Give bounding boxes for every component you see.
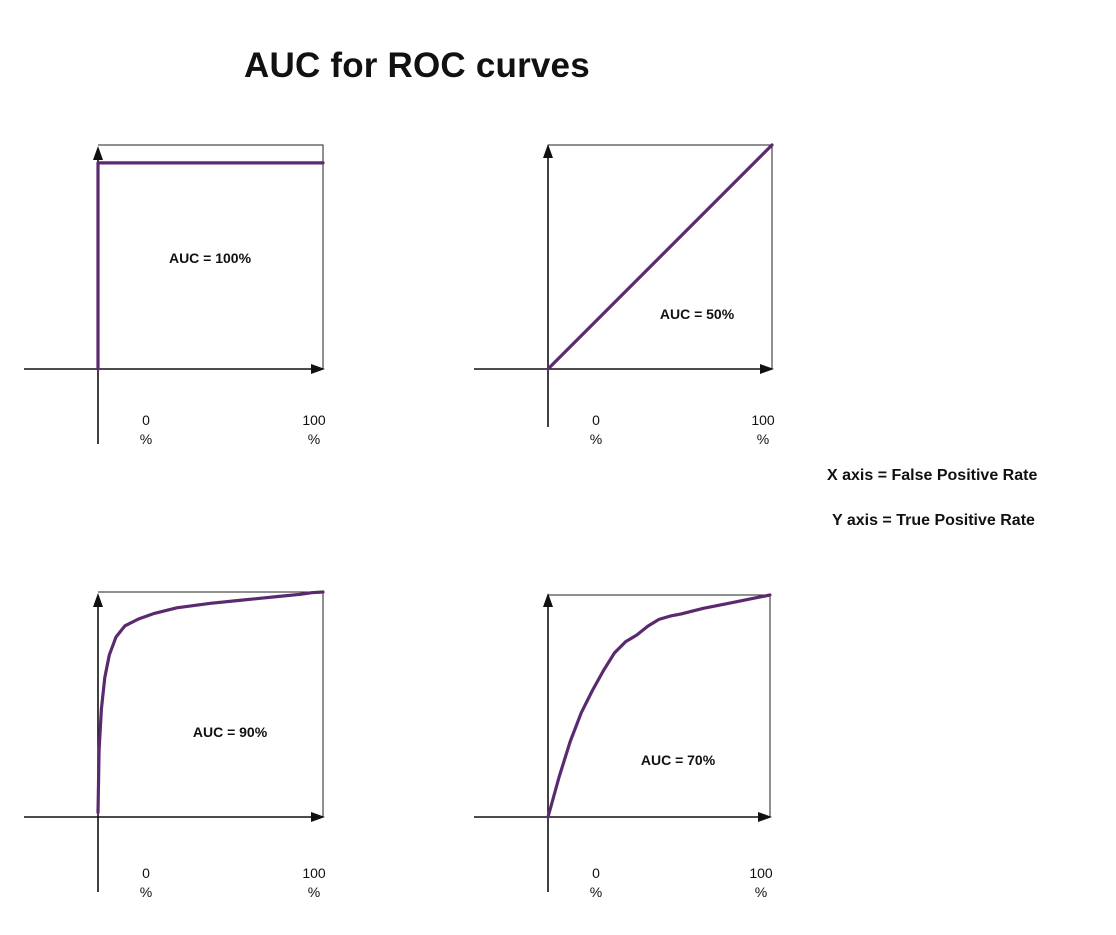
roc-curve xyxy=(546,143,774,371)
x-tick-label: 100 xyxy=(749,865,773,881)
x-tick-label: 100 xyxy=(302,865,326,881)
x-tick-label: 0 xyxy=(142,865,150,881)
auc-label: AUC = 70% xyxy=(641,752,716,768)
roc-panel-2: AUC = 50% 0% 100% xyxy=(474,143,775,447)
plot-frame xyxy=(98,144,324,369)
x-tick-label: 100 xyxy=(302,412,326,428)
x-axis-arrow xyxy=(758,812,772,822)
page-title: AUC for ROC curves xyxy=(244,46,590,85)
auc-label: AUC = 90% xyxy=(193,724,268,740)
roc-panel-1: AUC = 100% 0% 100% xyxy=(24,144,326,447)
y-axis-arrow xyxy=(543,593,553,607)
x-tick-unit: % xyxy=(308,884,320,900)
y-axis-note: Y axis = True Positive Rate xyxy=(832,512,1035,529)
x-axis-arrow xyxy=(760,364,774,374)
x-tick-label: 100 xyxy=(751,412,775,428)
y-axis-arrow xyxy=(93,146,103,160)
roc-panel-4: AUC = 70% 0% 100% xyxy=(474,593,773,900)
x-tick-unit: % xyxy=(308,431,320,447)
auc-label: AUC = 50% xyxy=(660,306,735,322)
x-tick-unit: % xyxy=(755,884,767,900)
x-axis-note: X axis = False Positive Rate xyxy=(827,467,1038,484)
x-tick-unit: % xyxy=(757,431,769,447)
auc-label: AUC = 100% xyxy=(169,250,252,266)
plot-frame xyxy=(548,594,771,817)
x-tick-unit: % xyxy=(590,884,602,900)
x-axis-arrow xyxy=(311,812,325,822)
x-tick-unit: % xyxy=(140,884,152,900)
x-tick-label: 0 xyxy=(592,865,600,881)
plot-frame xyxy=(98,591,324,817)
x-axis-arrow xyxy=(311,364,325,374)
roc-panel-3: AUC = 90% 0% 100% xyxy=(24,590,326,900)
x-tick-unit: % xyxy=(140,431,152,447)
y-axis-arrow xyxy=(543,144,553,158)
roc-curve xyxy=(96,590,325,815)
roc-curve xyxy=(96,161,325,371)
x-tick-label: 0 xyxy=(142,412,150,428)
y-axis-arrow xyxy=(93,593,103,607)
x-tick-label: 0 xyxy=(592,412,600,428)
x-tick-unit: % xyxy=(590,431,602,447)
roc-curve xyxy=(546,593,772,819)
